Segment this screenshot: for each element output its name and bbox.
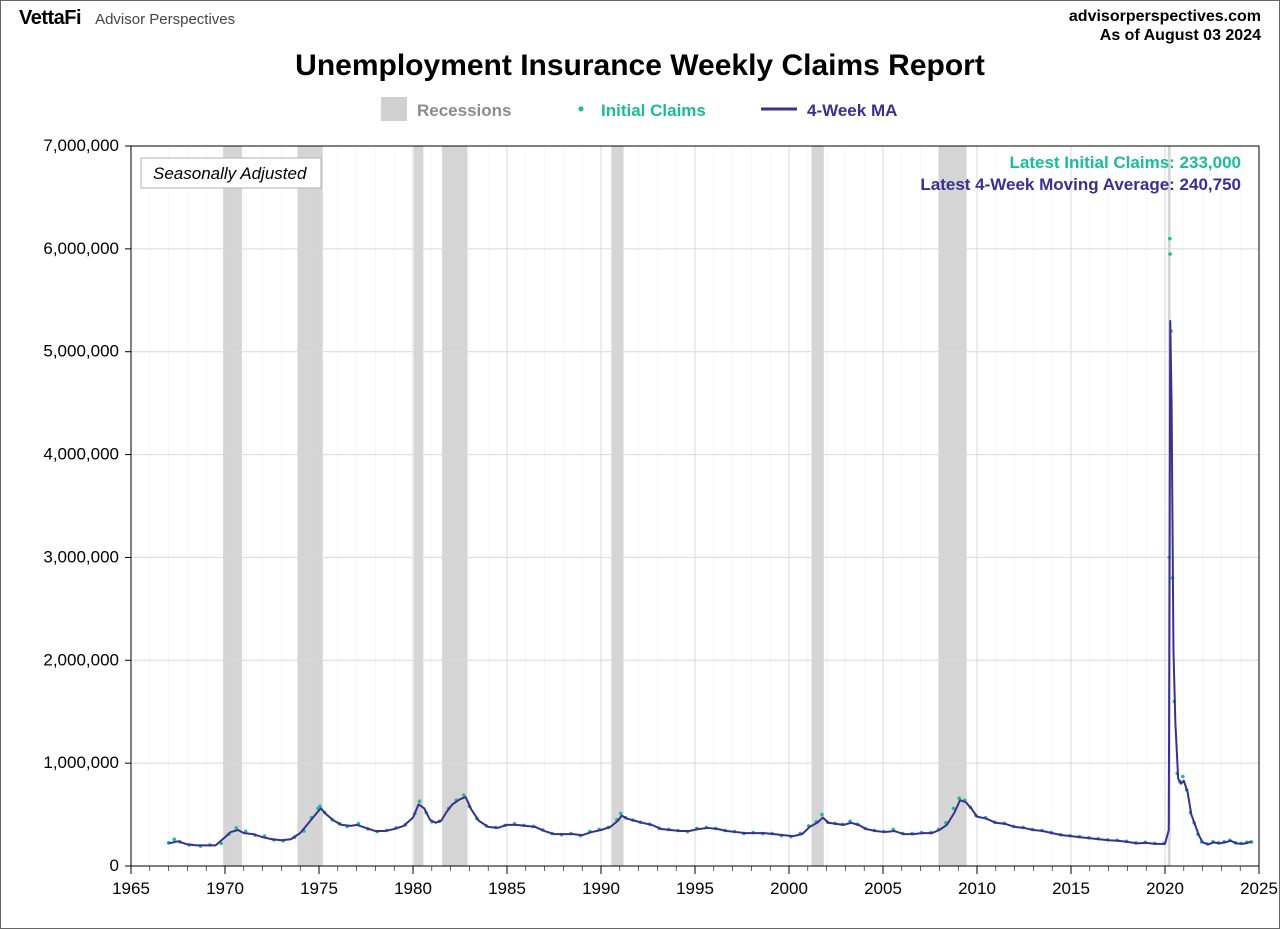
svg-text:6,000,000: 6,000,000: [43, 239, 119, 258]
svg-text:2,000,000: 2,000,000: [43, 650, 119, 669]
svg-text:1985: 1985: [488, 879, 526, 898]
svg-text:1965: 1965: [112, 879, 150, 898]
svg-text:1995: 1995: [676, 879, 714, 898]
legend-recessions: Recessions: [417, 101, 512, 120]
svg-text:7,000,000: 7,000,000: [43, 136, 119, 155]
svg-text:3,000,000: 3,000,000: [43, 547, 119, 566]
latest-initial-claims: Latest Initial Claims: 233,000: [1010, 153, 1242, 172]
svg-text:4,000,000: 4,000,000: [43, 445, 119, 464]
attribution: advisorperspectives.com As of August 03 …: [1069, 7, 1261, 45]
svg-text:2020: 2020: [1146, 879, 1184, 898]
svg-text:1,000,000: 1,000,000: [43, 753, 119, 772]
chart-title: Unemployment Insurance Weekly Claims Rep…: [1, 49, 1279, 83]
latest-ma: Latest 4-Week Moving Average: 240,750: [920, 175, 1241, 194]
attribution-line2: As of August 03 2024: [1069, 26, 1261, 45]
seasonally-adjusted-label: Seasonally Adjusted: [153, 164, 307, 183]
svg-text:0: 0: [110, 856, 119, 875]
svg-text:2005: 2005: [864, 879, 902, 898]
svg-text:1970: 1970: [206, 879, 244, 898]
svg-text:2010: 2010: [958, 879, 996, 898]
svg-text:1990: 1990: [582, 879, 620, 898]
brand-logo: VettaFi: [19, 7, 81, 30]
svg-text:2000: 2000: [770, 879, 808, 898]
svg-text:1980: 1980: [394, 879, 432, 898]
svg-text:1975: 1975: [300, 879, 338, 898]
legend-ma: 4-Week MA: [807, 101, 897, 120]
svg-text:5,000,000: 5,000,000: [43, 342, 119, 361]
brand-sub: Advisor Perspectives: [95, 11, 235, 28]
legend-initial-claims: Initial Claims: [601, 101, 706, 120]
plot-area: 0 1,000,000 2,000,000 3,000,000 4,000,000 5,0…: [1, 91, 1280, 921]
svg-text:2025: 2025: [1240, 879, 1278, 898]
attribution-line1: advisorperspectives.com: [1069, 7, 1261, 26]
svg-text:2015: 2015: [1052, 879, 1090, 898]
